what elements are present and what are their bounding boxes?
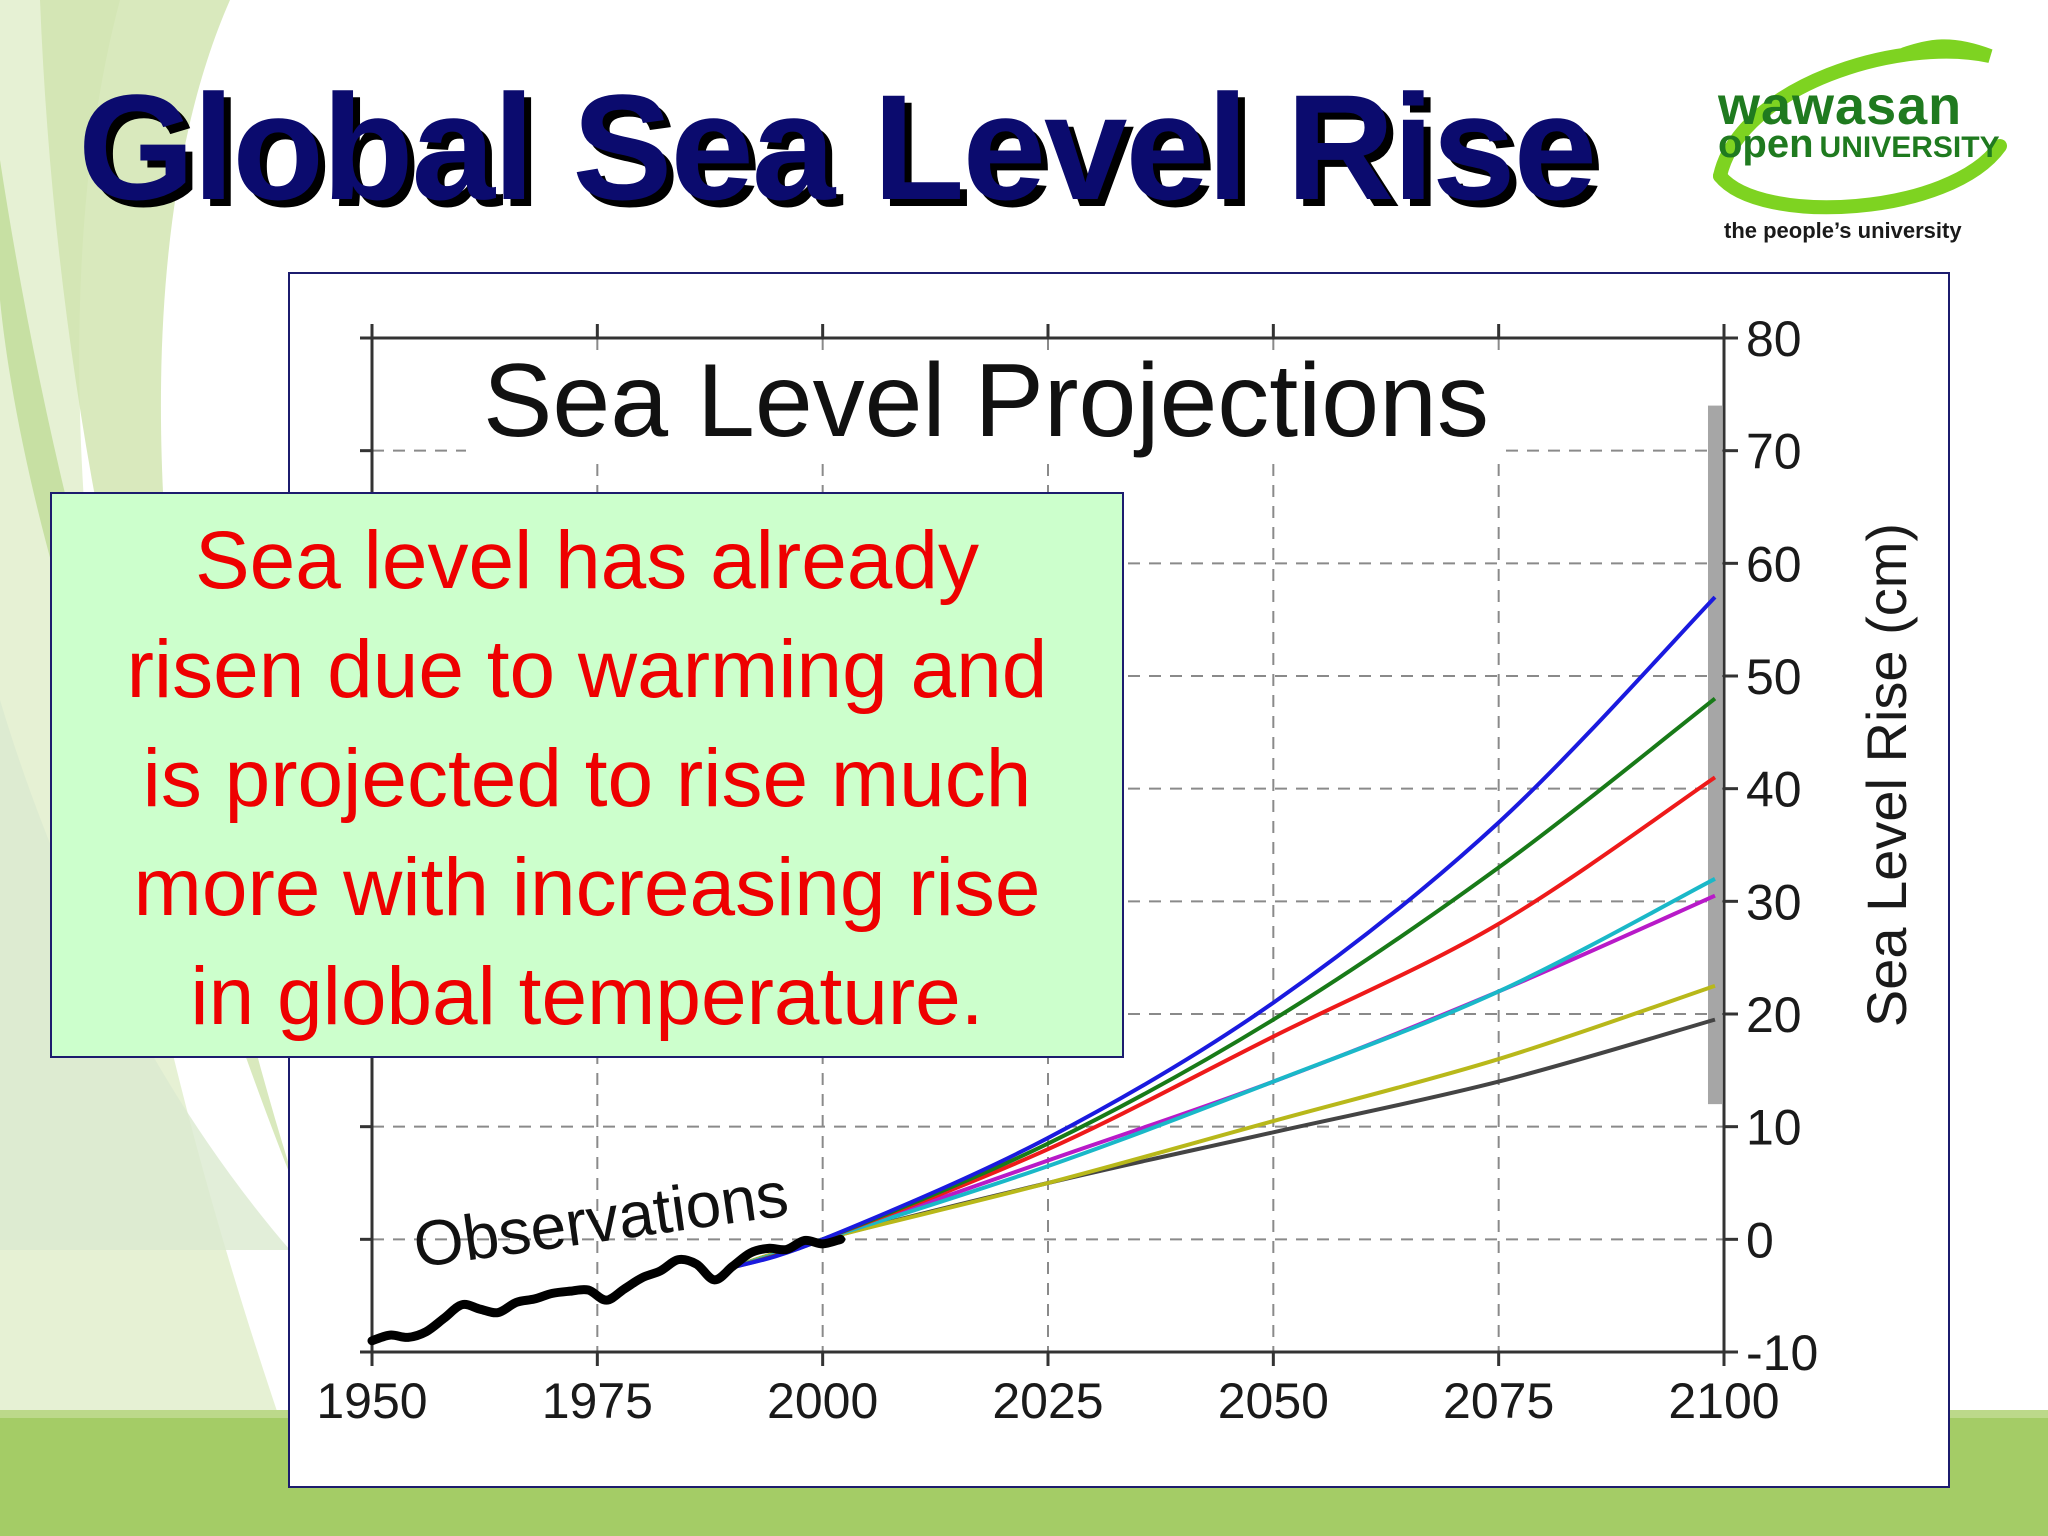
x-tick-label: 2100	[1668, 1373, 1779, 1429]
slide-title: Global Sea Level Rise	[78, 63, 1597, 231]
logo-ring	[1713, 39, 2007, 215]
callout-line-1: Sea level has already	[194, 515, 980, 606]
university-logo: wawasan open UNIVERSITY the people’s univ…	[1700, 26, 2020, 256]
y-tick-label: 0	[1746, 1212, 1774, 1268]
y-tick-label: 80	[1746, 311, 1802, 367]
logo-wordmark-top: wawasan	[1718, 76, 1963, 136]
chart-title-bg	[466, 354, 1506, 458]
callout-box: Sea level has already risen due to warmi…	[50, 492, 1124, 1058]
y-tick-label: 40	[1746, 762, 1802, 818]
logo-tagline: the people’s university	[1724, 218, 1962, 243]
x-tick-label: 1975	[542, 1373, 653, 1429]
callout-line-5: in global temperature.	[190, 951, 984, 1042]
callout-line-4: more with increasing rise	[133, 842, 1041, 933]
x-tick-label: 2050	[1218, 1373, 1329, 1429]
observations-line	[367, 1234, 846, 1346]
x-tick-label: 2000	[767, 1373, 878, 1429]
uncertainty-bar	[1707, 405, 1722, 1105]
y-tick-label: 70	[1746, 424, 1802, 480]
projection-line	[731, 595, 1717, 1270]
y-tick-label: 10	[1746, 1100, 1802, 1156]
y-tick-label: 50	[1746, 649, 1802, 705]
x-tick-label: 1950	[316, 1373, 427, 1429]
y-tick-label: 20	[1746, 987, 1802, 1043]
logo-word-university: UNIVERSITY	[1819, 131, 2000, 164]
y-tick-label: 60	[1746, 536, 1802, 592]
y-tick-label: 30	[1746, 874, 1802, 930]
callout-line-3: is projected to rise much	[142, 733, 1032, 824]
x-tick-label: 2025	[992, 1373, 1103, 1429]
y-axis-label: Sea Level Rise (cm)	[1855, 523, 1918, 1027]
logo-wordmark-bottom: open UNIVERSITY	[1718, 122, 2000, 170]
y-tick-label: -10	[1746, 1325, 1818, 1381]
callout-line-2: risen due to warming and	[126, 624, 1048, 715]
x-tick-label: 2075	[1443, 1373, 1554, 1429]
logo-word-open: open	[1718, 122, 1814, 166]
chart-title: Sea Level Projections	[483, 343, 1489, 459]
